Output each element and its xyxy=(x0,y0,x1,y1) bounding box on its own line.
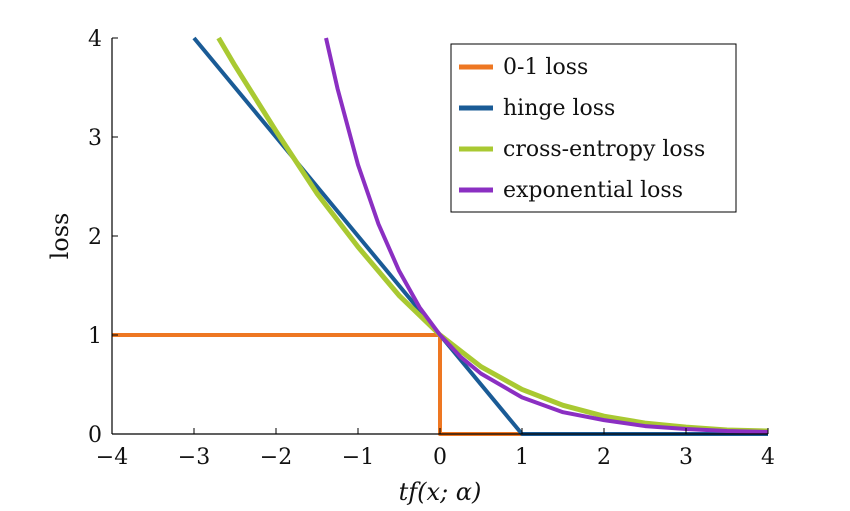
x-tick-label: 1 xyxy=(515,445,529,470)
legend-label: exponential loss xyxy=(503,178,683,203)
legend-label: cross-entropy loss xyxy=(503,137,705,162)
x-tick-label: −2 xyxy=(260,445,292,470)
series-line-cross-entropy-loss xyxy=(216,36,769,434)
x-tick-label: −3 xyxy=(178,445,210,470)
x-tick-label: 3 xyxy=(679,445,693,470)
y-tick-label: 4 xyxy=(88,27,102,52)
legend: 0-1 loss hinge loss cross-entropy loss expo… xyxy=(450,43,737,213)
y-axis-title: loss xyxy=(46,213,74,260)
y-tick-label: 1 xyxy=(88,324,102,349)
x-tick-label: −1 xyxy=(342,445,374,470)
series-line-exponential-loss xyxy=(324,37,769,435)
legend-box xyxy=(450,43,737,213)
legend-label: 0-1 loss xyxy=(503,55,588,80)
y-tick-label: 2 xyxy=(88,225,102,250)
legend-label: hinge loss xyxy=(503,96,615,121)
x-axis-title: tf(x; α) xyxy=(399,478,482,506)
x-tick-label: 2 xyxy=(597,445,611,470)
y-tick-label: 0 xyxy=(88,423,102,448)
x-tick-label: 0 xyxy=(433,445,447,470)
x-tick-label: −4 xyxy=(96,445,128,470)
y-tick-label: 3 xyxy=(88,126,102,151)
x-tick-label: 4 xyxy=(761,445,775,470)
ticks-layer: −4 −3 −2 −1 0 1 2 3 4 0 1 2 3 4 xyxy=(88,27,775,470)
